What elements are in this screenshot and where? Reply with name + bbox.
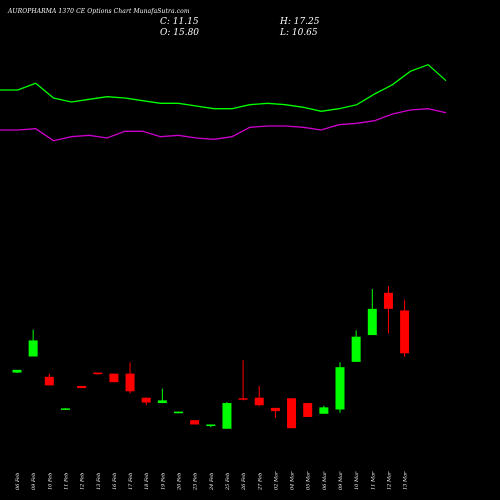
candle [238, 360, 248, 401]
x-tick-label: 17 Feb [128, 473, 134, 490]
candle [351, 330, 361, 362]
x-axis-labels: 06 Feb 09 Feb 10 Feb 11 Feb 12 Feb 13 Feb 16 F… [15, 471, 409, 491]
candle-body [270, 407, 280, 412]
candle [367, 289, 377, 336]
candle-body [190, 420, 200, 425]
candle-body [174, 411, 183, 414]
x-tick-label: 10 Feb [47, 473, 53, 490]
candle [287, 398, 297, 429]
x-tick-label: 27 Feb [257, 473, 263, 491]
candle-body [351, 336, 361, 362]
x-tick-label: 18 Feb [144, 473, 150, 490]
x-tick-label: 13 Mar [403, 471, 409, 490]
candle-body [44, 376, 54, 386]
x-tick-label: 11 Feb [63, 473, 69, 490]
x-tick-label: 12 Feb [80, 473, 86, 490]
indicator-lines [0, 63, 447, 142]
x-tick-label: 25 Feb [225, 473, 231, 491]
candle-body [109, 373, 119, 383]
lower-indicator-line [0, 108, 447, 142]
candle-body [77, 385, 87, 389]
candle-body [254, 397, 264, 406]
candle [174, 411, 183, 414]
candle-body [367, 308, 377, 336]
x-tick-label: 19 Feb [160, 473, 166, 490]
candle-body [335, 367, 345, 410]
candles [12, 286, 410, 429]
candle [44, 373, 54, 386]
candle [254, 385, 264, 407]
candle-body [60, 408, 70, 410]
open-value: O: 15.80 [160, 28, 200, 38]
candle-body [400, 310, 410, 354]
candle-body [12, 369, 22, 373]
candle-body [238, 398, 248, 400]
candle [77, 385, 87, 389]
x-tick-label: 09 Feb [31, 473, 37, 490]
candle-body [157, 400, 167, 404]
candle [157, 388, 167, 404]
candle [222, 401, 232, 429]
candle-body [125, 373, 135, 392]
candle [109, 373, 119, 383]
candle-body [303, 403, 313, 417]
candle [319, 405, 329, 414]
candle [28, 329, 38, 357]
x-tick-label: 26 Feb [241, 473, 247, 491]
candle [93, 372, 103, 375]
candle-body [93, 372, 103, 375]
candle-body [141, 397, 151, 403]
x-tick-label: 13 Feb [96, 473, 102, 490]
x-tick-label: 24 Feb [209, 473, 215, 491]
chart-title: AUROPHARMA 1370 CE Options Chart MunafaS… [8, 8, 190, 15]
candle-body [28, 340, 38, 357]
x-tick-label: 10 Mar [354, 471, 360, 490]
x-tick-label: 02 Mar [273, 471, 279, 490]
candle-body [222, 403, 232, 429]
candle [383, 286, 393, 334]
candle [303, 403, 313, 417]
x-tick-label: 04 Mar [290, 471, 296, 490]
candle [141, 397, 151, 406]
candle-body [383, 292, 393, 309]
low-value: L: 10.65 [280, 28, 318, 38]
x-tick-label: 09 Mar [338, 471, 344, 490]
candle [335, 362, 345, 413]
x-tick-label: 20 Feb [177, 473, 183, 491]
candle [12, 369, 22, 374]
high-value: H: 17.25 [280, 17, 320, 27]
x-tick-label: 05 Mar [306, 471, 312, 490]
x-tick-label: 12 Mar [386, 471, 392, 490]
close-value: C: 11.15 [160, 17, 199, 27]
candle [60, 407, 70, 410]
x-tick-label: 11 Mar [370, 471, 376, 490]
candle [270, 407, 280, 419]
x-tick-label: 06 Feb [15, 473, 21, 490]
candle-body [206, 424, 216, 427]
x-tick-label: 06 Mar [322, 471, 328, 490]
x-tick-label: 16 Feb [112, 473, 118, 490]
candle [190, 420, 200, 425]
candle-body [319, 407, 329, 414]
candle [125, 362, 135, 394]
candle [206, 424, 216, 428]
x-tick-label: 23 Feb [193, 473, 199, 491]
candle-body [287, 398, 297, 429]
upper-indicator-line [0, 63, 447, 112]
candle [400, 299, 410, 358]
